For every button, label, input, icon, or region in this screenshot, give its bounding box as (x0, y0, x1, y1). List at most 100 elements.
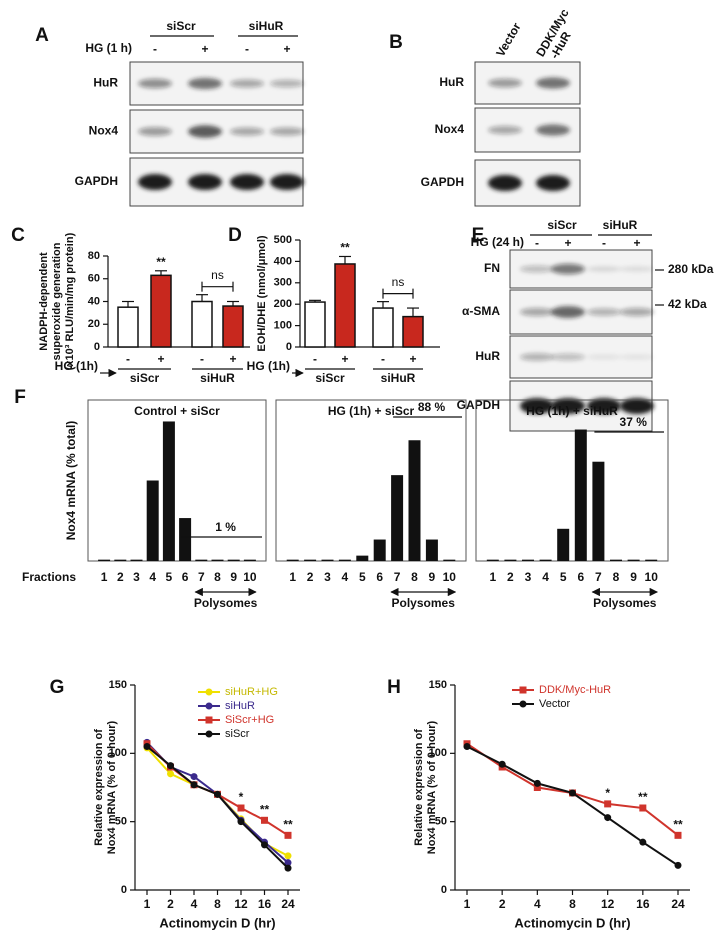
x-tick-label: 24 (281, 897, 295, 911)
blot-band (138, 127, 172, 136)
y-tick-label: 500 (274, 234, 292, 246)
group-label: siHuR (249, 19, 284, 33)
point (639, 804, 647, 812)
legend-marker (205, 688, 213, 696)
legend-label: siHuR+HG (225, 686, 278, 698)
sign-label: + (201, 42, 208, 56)
bar (610, 559, 622, 561)
group-label: siHuR (603, 218, 638, 232)
x-tick-label: 9 (630, 570, 637, 584)
bar (356, 555, 369, 561)
bar (408, 440, 421, 561)
sign-label: + (283, 42, 290, 56)
treatment-label: HG (1 h) (85, 41, 132, 55)
chart-title: HG (1h) + siScr (328, 404, 415, 418)
y-tick-label: 0 (286, 341, 292, 353)
y-label: (x10³ RLU/min/mg protein) (64, 232, 76, 370)
blot-band (520, 307, 554, 317)
point (674, 861, 682, 869)
sign-label: + (229, 352, 236, 366)
point (604, 800, 612, 808)
significance: ns (211, 268, 224, 282)
row-label: HuR (475, 349, 500, 363)
point (237, 804, 245, 812)
legend-marker (519, 700, 527, 708)
bar (114, 559, 127, 561)
y-tick-label: 150 (109, 679, 127, 691)
x-tick-label: 7 (595, 570, 602, 584)
x-tick-label: 2 (307, 570, 314, 584)
x-tick-label: 1 (101, 570, 108, 584)
row-label: GAPDH (421, 175, 464, 189)
x-tick-label: 8 (613, 570, 620, 584)
blot-band (488, 175, 522, 191)
point (237, 818, 245, 826)
bar (146, 480, 159, 561)
blot-band (551, 263, 585, 275)
panel-letter: D (228, 225, 242, 246)
point (533, 784, 541, 791)
x-tick-label: 10 (645, 570, 659, 584)
y-tick-label: 80 (88, 250, 100, 262)
panel-letter: F (14, 387, 26, 408)
blot-band (230, 127, 264, 136)
sign-label: - (200, 352, 204, 366)
x-label: Actinomycin D (hr) (159, 915, 275, 930)
sign-label: + (157, 352, 164, 366)
x-tick-label: 2 (507, 570, 514, 584)
bar (391, 475, 404, 561)
y-tick-label: 0 (121, 884, 127, 896)
y-label: NADPH-dependent (38, 252, 50, 351)
x-tick-label: 12 (601, 897, 615, 911)
legend-label: siScr (225, 728, 250, 740)
annotation: 1 % (215, 520, 236, 534)
point (604, 814, 612, 822)
blot-band (520, 265, 554, 273)
blot-band (270, 174, 304, 190)
point (167, 770, 174, 778)
y-label: Relative expression of (413, 729, 425, 846)
y-tick-label: 100 (274, 320, 292, 332)
x-tick-label: 2 (167, 897, 174, 911)
row-label: HuR (439, 75, 464, 89)
plot-frame (475, 399, 669, 562)
bar (627, 559, 640, 561)
y-tick-label: 60 (88, 273, 100, 285)
bar (443, 559, 456, 561)
blot-band (551, 398, 585, 414)
blot-band (620, 307, 654, 317)
sign-label: + (409, 352, 416, 366)
bar (195, 559, 208, 561)
blot-band (488, 125, 522, 135)
x-tick-label: 12 (234, 897, 248, 911)
x-tick-label: 2 (117, 570, 124, 584)
point (674, 831, 682, 839)
significance: ** (673, 818, 683, 832)
point (284, 859, 292, 867)
point (639, 838, 647, 846)
x-tick-label: 1 (464, 897, 471, 911)
legend-label: DDK/Myc-HuR (539, 684, 611, 696)
y-tick-label: 150 (429, 679, 447, 691)
blot-band (587, 354, 621, 360)
bar (117, 306, 139, 348)
bar (539, 559, 552, 561)
blot-band (587, 398, 621, 414)
significance: * (605, 786, 610, 800)
x-tick-label: 4 (342, 570, 349, 584)
x-tick-label: 9 (429, 570, 436, 584)
bar (304, 559, 317, 561)
bar (150, 274, 172, 348)
sign-label: - (602, 236, 606, 250)
treatment-label: HG (24 h) (471, 235, 524, 249)
x-tick-label: 4 (191, 897, 198, 911)
bar (574, 429, 587, 561)
x-tick-label: 16 (258, 897, 272, 911)
panel-letter: B (389, 32, 403, 53)
blot-band (587, 308, 621, 316)
blot-band (270, 127, 304, 136)
sign-label: - (535, 236, 539, 250)
blot-band (188, 174, 222, 190)
